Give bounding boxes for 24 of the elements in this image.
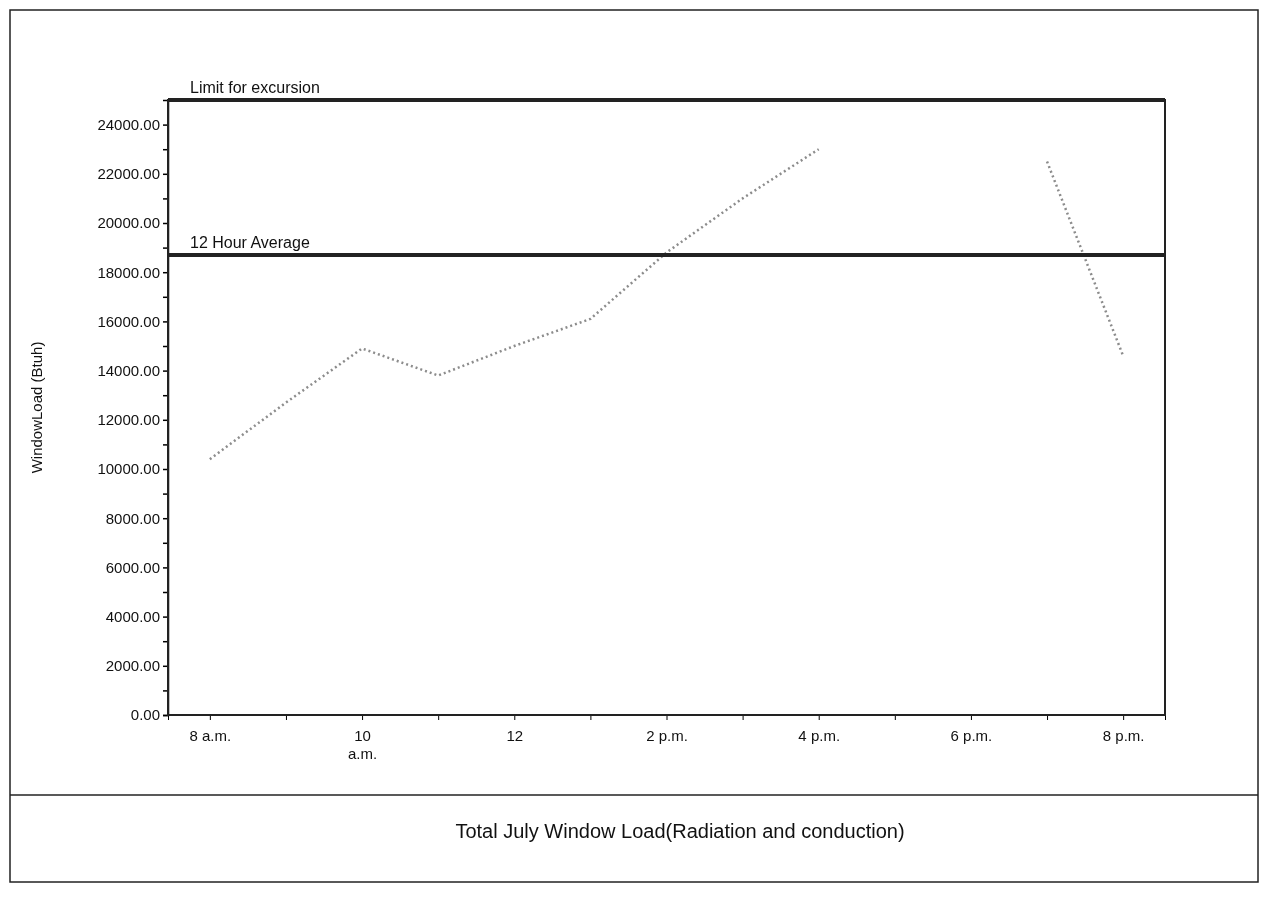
y-axis-title: WindowLoad (Btuh) <box>28 341 45 474</box>
y-tick-label: 8000.00 <box>105 509 160 527</box>
x-tick-label: 6 p.m. <box>950 727 993 744</box>
y-tick-label: 18000.00 <box>97 263 160 281</box>
x-tick-label: 4 p.m. <box>798 727 841 744</box>
x-tick-label: 8 a.m. <box>189 727 232 744</box>
x-tick-label: 8 p.m. <box>1102 727 1145 744</box>
y-tick-label: 2000.00 <box>105 657 160 675</box>
y-tick-label: 6000.00 <box>105 558 160 576</box>
y-tick-label: 20000.00 <box>97 214 160 232</box>
y-tick-label: 16000.00 <box>97 312 160 330</box>
x-axis-title: Total July Window Load(Radiation and conduction) <box>455 820 905 842</box>
y-tick-label: 14000.00 <box>97 361 160 379</box>
y-tick-label: 10000.00 <box>97 460 160 478</box>
y-tick-label: 0.00 <box>130 706 160 724</box>
y-tick-label: 12000.00 <box>97 411 160 429</box>
y-tick-label: 24000.00 <box>97 115 160 133</box>
x-tick-label: 12 <box>506 727 524 744</box>
x-tick-label: 10 a.m. <box>347 727 378 762</box>
x-tick-label: 2 p.m. <box>646 727 688 744</box>
ref-line-label: 12 Hour Average <box>190 233 310 251</box>
y-tick-label: 22000.00 <box>97 165 160 183</box>
ref-line-label: Limit for excursion <box>190 79 320 96</box>
y-tick-label: 4000.00 <box>105 607 160 625</box>
